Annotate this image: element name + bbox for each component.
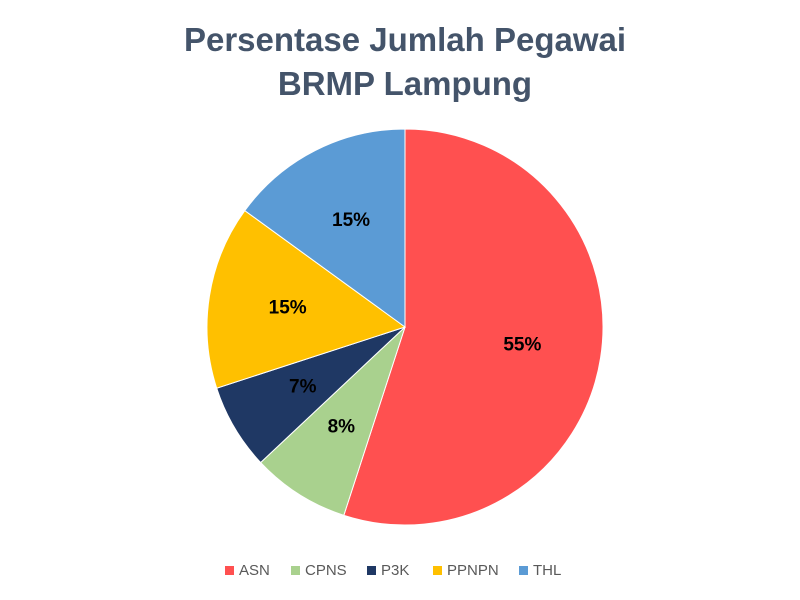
pie-slice [259,326,406,516]
chart-title: Persentase Jumlah Pegawai BRMP Lampung [183,21,627,102]
value-label: 15% [332,210,370,231]
legend-label: P3K [381,562,409,579]
legend-label: THL [533,562,561,579]
value-label: 15% [269,297,307,318]
legend-label: CPNS [305,562,347,579]
value-label: 55% [503,335,541,356]
legend-swatch [367,566,376,575]
legend-swatch [225,566,234,575]
legend-swatch [291,566,300,575]
legend-label: PPNPN [447,562,499,579]
legend-swatch [433,566,442,575]
legend-swatch [519,566,528,575]
pie-slice [244,128,406,328]
value-label: 7% [289,376,317,397]
legend-label: ASN [239,562,270,579]
value-label: 8% [328,416,356,437]
pie-slice [343,128,604,526]
pie-slice [206,209,407,389]
